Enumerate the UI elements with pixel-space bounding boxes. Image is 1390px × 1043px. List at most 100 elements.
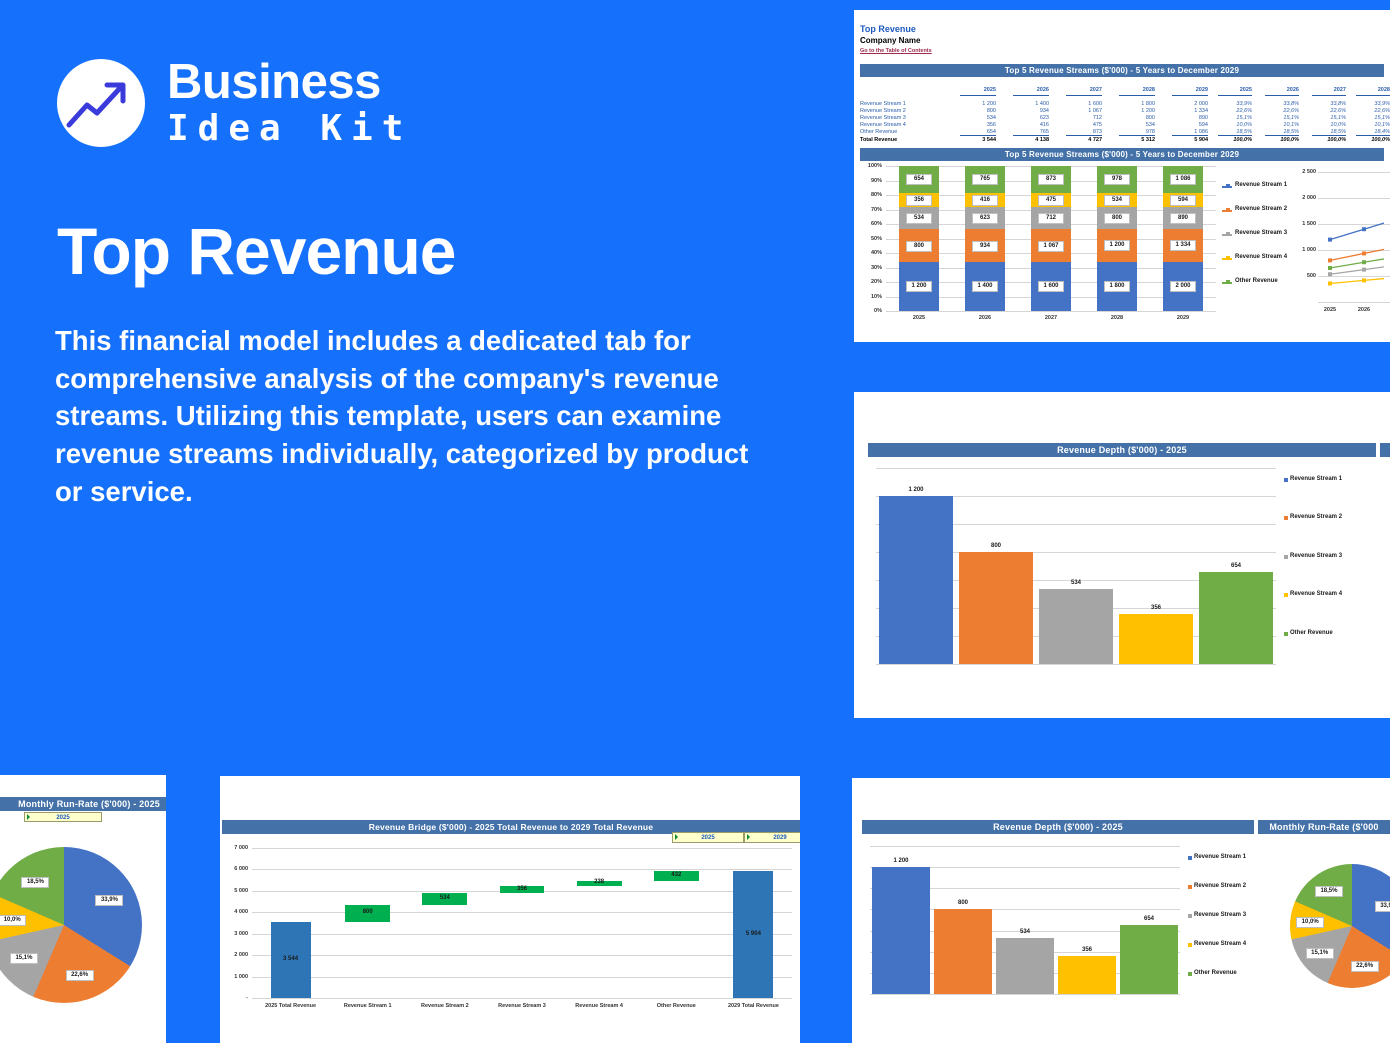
- table-pct-cell: 33,8%: [1330, 101, 1346, 107]
- bridge-bar-label: 3 544: [283, 956, 299, 963]
- pie-slice-label: 22,6%: [65, 969, 94, 981]
- segment-value-label: 594: [1170, 194, 1196, 206]
- table-of-contents-link[interactable]: Go to the Table of Contents: [860, 48, 932, 54]
- grid-line: [876, 496, 1276, 497]
- legend-label: Revenue Stream 4: [1194, 941, 1247, 948]
- segment-value-label: 765: [972, 174, 998, 186]
- run-rate-pie-left: 33,9% 22,6% 15,1% 10,0% 18,5%: [0, 830, 166, 1030]
- table-rule-bottom: [1172, 135, 1208, 136]
- grid-line: [252, 912, 792, 914]
- table-cell: 712: [1092, 115, 1102, 121]
- table-pct-cell: 15,1%: [1283, 115, 1299, 121]
- segment-value-label: 1 067: [1038, 240, 1064, 252]
- table-rule-bottom: [1119, 135, 1155, 136]
- grid-line: [252, 848, 792, 849]
- depth-bar: [1120, 924, 1178, 994]
- grid-line: [252, 869, 792, 871]
- table-cell: 1 086: [1194, 129, 1208, 135]
- table-cell: 1 067: [1088, 108, 1102, 114]
- y-tick: -: [246, 995, 248, 1001]
- segment-value-label: 978: [1104, 174, 1130, 186]
- table-year-2025: 2025: [983, 87, 996, 93]
- trend-lines-svg: [1328, 222, 1384, 286]
- table-rule-top: [1066, 95, 1102, 96]
- table-row-label: Other Revenue: [860, 129, 898, 135]
- segment-value-label: 2 000: [1170, 281, 1196, 293]
- depth-bar: [934, 909, 992, 994]
- pie-slice-label: 15,1%: [9, 953, 38, 965]
- line-grid: [1318, 276, 1390, 277]
- table-rule-top: [1218, 95, 1252, 96]
- table-pct-cell: 10,1%: [1283, 122, 1299, 128]
- depth-bar-label: 534: [1019, 928, 1030, 935]
- table-cell: 534: [1145, 122, 1155, 128]
- grid-line: [876, 468, 1276, 469]
- grid-line: [252, 976, 792, 978]
- depth-bar: [1038, 589, 1114, 664]
- pie-slice-label: 22,6%: [1350, 961, 1379, 973]
- bridge-bar: [270, 922, 311, 998]
- table-pct-cell: 22,6%: [1236, 108, 1252, 114]
- revenue-table: 2025 2026 2027 2028 2029 2025 2026 2027 2028 Reve…: [854, 10, 1390, 146]
- bridge-bar: [499, 885, 545, 894]
- legend-marker: [1225, 184, 1230, 188]
- bridge-bar: [345, 904, 391, 923]
- grid-line: [876, 524, 1276, 525]
- run-rate-left-title: Monthly Run-Rate ($'000) - 2025: [0, 797, 166, 811]
- depth-bar: [996, 937, 1054, 994]
- table-pct-cell: 33,9%: [1236, 101, 1252, 107]
- table-cell: 2 000: [1194, 101, 1208, 107]
- segment-value-label: 416: [972, 195, 998, 207]
- table-pct-cell: 33,9%: [1374, 101, 1390, 107]
- pie-slice-label: 10,0%: [0, 915, 27, 927]
- depth-bar-label: 534: [1070, 580, 1081, 587]
- segment-value-label: 623: [972, 213, 998, 225]
- bridge-x-tick: Revenue Stream 2: [420, 1003, 469, 1009]
- table-rule-bottom: [960, 135, 996, 136]
- table-rule-top: [1312, 95, 1346, 96]
- table-pct-cell: 15,1%: [1236, 115, 1252, 121]
- line-grid: [1318, 198, 1390, 199]
- table-rule-bottom: [1356, 135, 1390, 136]
- x-tick: 2027: [1044, 315, 1058, 321]
- table-total-cell: 4 727: [1088, 137, 1102, 143]
- page-title: Top Revenue: [57, 214, 457, 288]
- year-selector-left[interactable]: 2025: [24, 812, 102, 822]
- x-tick: 2028: [1110, 315, 1124, 321]
- y-tick: 20%: [870, 279, 882, 285]
- grid-line: [870, 888, 1180, 890]
- promo-panel: Business Idea Kit Top Revenue This finan…: [55, 58, 748, 507]
- table-rule-bottom: [1066, 135, 1102, 136]
- table-total-cell: 4 138: [1035, 137, 1049, 143]
- segment-value-label: 934: [972, 240, 998, 252]
- brand-logo: Business Idea Kit: [57, 58, 412, 147]
- y-tick: 4 000: [234, 909, 248, 916]
- segment-value-label: 1 800: [1104, 281, 1130, 293]
- table-pct-year-2026: 2026: [1286, 87, 1299, 93]
- table-header-bar: Top 5 Revenue Streams ($'000) - 5 Years …: [860, 64, 1384, 77]
- table-pct-year-2028: 2028: [1377, 87, 1390, 93]
- legend-label: Revenue Stream 1: [1235, 182, 1288, 188]
- segment-value-label: 1 400: [972, 281, 998, 293]
- table-rule-bottom: [1265, 135, 1299, 136]
- table-cell: 1 600: [1088, 101, 1102, 107]
- table-cell: 534: [986, 115, 996, 121]
- y-tick: 6 000: [234, 866, 248, 873]
- brand-name-primary: Business: [167, 55, 381, 109]
- legend-swatch: [1284, 478, 1288, 482]
- bridge-year-to-selector[interactable]: 2029: [744, 832, 800, 843]
- y-tick: 7 000: [234, 845, 248, 851]
- bridge-year-from-selector[interactable]: 2025: [672, 832, 744, 843]
- sheet-title: Top Revenue: [860, 24, 916, 34]
- x-tick: 2029: [1176, 315, 1190, 321]
- y-tick: 70%: [870, 206, 882, 213]
- segment-value-label: 534: [906, 213, 932, 225]
- pie-slice-label: 18,5%: [1314, 885, 1343, 897]
- legend-label: Revenue Stream 2: [1290, 514, 1343, 521]
- grid-line: [870, 846, 1180, 847]
- table-pct-cell: 18,5%: [1330, 129, 1346, 135]
- table-rule-bottom: [1312, 135, 1346, 136]
- y-tick: 90%: [870, 177, 882, 184]
- y-tick: 3 000: [234, 930, 248, 937]
- brand-name-secondary: Idea Kit: [167, 108, 413, 149]
